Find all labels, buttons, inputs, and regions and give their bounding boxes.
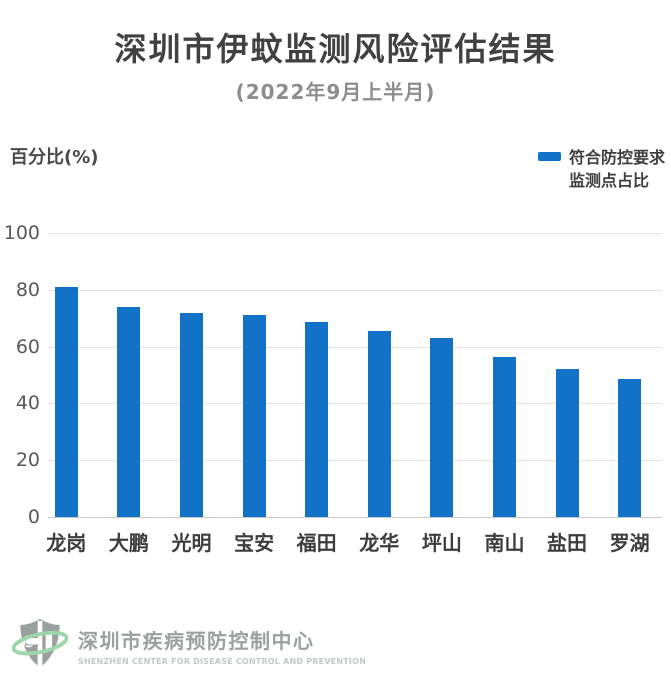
bar-column-坪山 [411,233,474,517]
bar-column-龙岗 [35,233,98,517]
bar-坪山 [430,338,454,517]
bar-光明 [179,312,203,517]
x-label-罗湖: 罗湖 [609,531,650,555]
x-label-坪山: 坪山 [421,531,462,555]
gridline-40 [48,403,662,405]
bar-宝安 [242,315,266,517]
x-label-南山: 南山 [484,531,525,555]
bar-column-盐田 [536,233,599,517]
y-tick-60: 60 [15,335,40,358]
y-axis-ticks: 100 80 60 40 20 0 [0,222,40,528]
legend-label: 符合防控要求 监测点占比 [569,146,665,192]
bar-南山 [492,356,516,517]
bar-column-南山 [473,233,536,517]
gridline-60 [48,346,662,348]
gridline-20 [48,460,662,462]
cdc-logo-icon [12,618,68,668]
y-tick-20: 20 [15,449,40,472]
y-tick-0: 0 [27,506,40,528]
bar-column-宝安 [223,233,286,517]
footer-org-name-en: SHENZHEN CENTER FOR DISEASE CONTROL AND … [78,656,366,666]
bar-罗湖 [618,379,642,517]
bar-column-龙华 [348,233,411,517]
bar-龙华 [367,330,391,517]
bar-大鹏 [117,306,141,517]
y-axis-label: 百分比(%) [10,147,99,168]
plot-area [0,233,671,518]
x-axis-line [48,517,662,518]
legend: 符合防控要求 监测点占比 [537,146,665,192]
chart-title: 深圳市伊蚊监测风险评估结果 [114,30,557,68]
footer-org-name-cn: 深圳市疾病预防控制中心 [78,628,315,653]
y-tick-100: 100 [3,222,40,244]
chart-subtitle: (2022年9月上半月) [235,80,436,104]
bar-龙岗 [54,286,78,517]
footer: 深圳市疾病预防控制中心 SHENZHEN CENTER FOR DISEASE … [12,616,366,674]
bar-column-罗湖 [598,233,661,517]
gridline-100 [48,233,662,234]
x-label-大鹏: 大鹏 [108,531,149,555]
x-label-盐田: 盐田 [547,531,588,555]
legend-label-line1: 符合防控要求 [568,148,665,167]
footer-org: 深圳市疾病预防控制中心 SHENZHEN CENTER FOR DISEASE … [78,625,366,666]
x-label-光明: 光明 [171,531,212,555]
y-tick-40: 40 [15,392,40,415]
x-label-龙华: 龙华 [359,531,400,555]
x-label-龙岗: 龙岗 [46,531,87,555]
legend-label-line2: 监测点占比 [568,171,649,191]
legend-swatch-icon [537,152,561,161]
bar-盐田 [555,369,579,517]
bar-column-光明 [160,233,223,517]
bar-column-福田 [285,233,348,517]
y-tick-80: 80 [15,278,40,301]
bar-column-大鹏 [98,233,161,517]
x-axis-labels: 龙岗 大鹏 光明 宝安 福田 龙华 坪山 南山 盐田 罗湖 [35,527,661,556]
bar-福田 [305,322,329,517]
bars-row [35,233,661,517]
x-label-宝安: 宝安 [234,531,275,555]
gridline-80 [48,289,662,291]
x-label-福田: 福田 [296,531,337,555]
